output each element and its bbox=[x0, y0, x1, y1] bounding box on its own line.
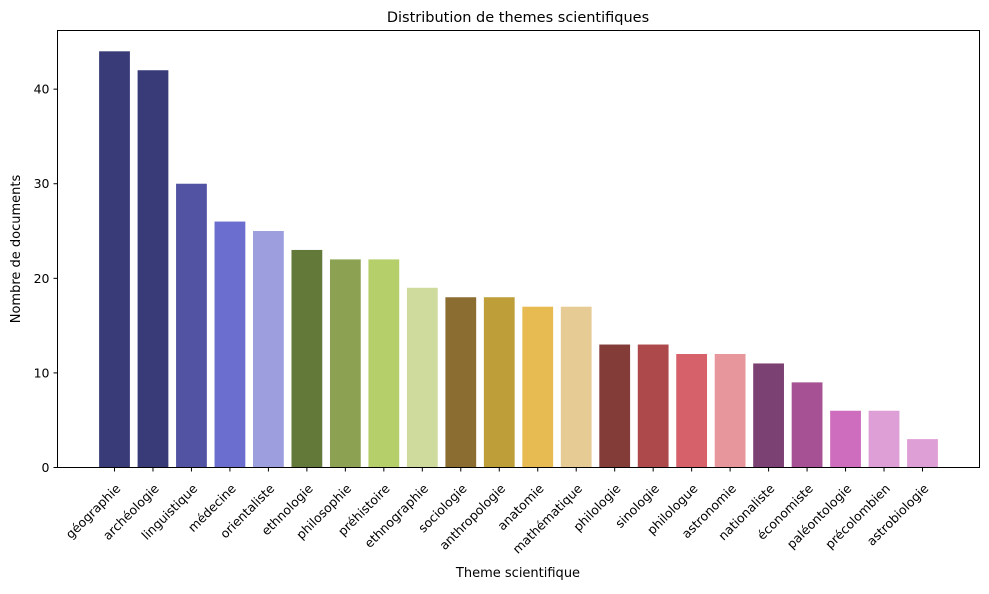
bar-21 bbox=[907, 439, 938, 468]
bar-16 bbox=[714, 353, 746, 468]
x-tick-label: anthropologie bbox=[436, 481, 508, 553]
bar-18 bbox=[791, 382, 823, 468]
bar-19 bbox=[830, 410, 861, 468]
bar-12 bbox=[560, 306, 592, 468]
x-axis: géographiearchéologielinguistiquemédecin… bbox=[63, 467, 932, 557]
bar-7 bbox=[368, 259, 400, 468]
bar-6 bbox=[329, 259, 361, 468]
y-tick-label: 0 bbox=[42, 460, 50, 475]
y-tick-label: 30 bbox=[34, 176, 50, 191]
y-axis-label: Nombre de documents bbox=[9, 175, 24, 324]
y-tick-label: 40 bbox=[34, 82, 50, 97]
bar-11 bbox=[522, 306, 554, 468]
bar-3 bbox=[214, 221, 246, 468]
bar-4 bbox=[253, 231, 284, 468]
bar-2 bbox=[176, 183, 207, 468]
bar-8 bbox=[406, 287, 438, 468]
bar-1 bbox=[137, 70, 169, 468]
bar-20 bbox=[868, 410, 900, 468]
bar-0 bbox=[99, 51, 130, 468]
bar-5 bbox=[291, 249, 323, 468]
bar-10 bbox=[483, 297, 515, 468]
y-axis: 0 10 20 30 40 bbox=[34, 82, 58, 475]
chart-title: Distribution de themes scientifiques bbox=[387, 10, 649, 26]
plot-frame bbox=[57, 30, 980, 468]
bar-17 bbox=[753, 363, 784, 468]
y-tick-label: 10 bbox=[34, 365, 50, 380]
bar-14 bbox=[637, 344, 669, 468]
plot-area bbox=[99, 51, 938, 468]
x-axis-label: Theme scientifique bbox=[455, 566, 580, 581]
y-tick-label: 20 bbox=[34, 271, 50, 286]
bar-15 bbox=[676, 353, 708, 468]
bar-13 bbox=[599, 344, 631, 468]
bar-9 bbox=[445, 297, 477, 468]
